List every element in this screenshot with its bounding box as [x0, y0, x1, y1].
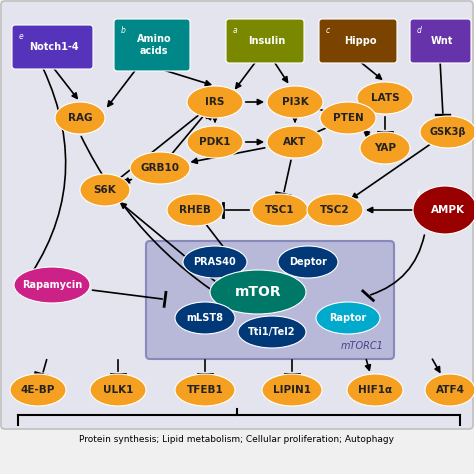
Ellipse shape — [55, 102, 105, 134]
FancyBboxPatch shape — [12, 25, 93, 69]
Text: ATF4: ATF4 — [436, 385, 465, 395]
Text: ULK1: ULK1 — [103, 385, 133, 395]
Text: Tti1/Tel2: Tti1/Tel2 — [248, 327, 296, 337]
Text: PTEN: PTEN — [333, 113, 364, 123]
Ellipse shape — [347, 374, 403, 406]
Ellipse shape — [167, 194, 223, 226]
Text: PI3K: PI3K — [282, 97, 309, 107]
Text: PRAS40: PRAS40 — [193, 257, 237, 267]
Text: d: d — [417, 26, 422, 35]
Ellipse shape — [10, 374, 66, 406]
Ellipse shape — [80, 174, 130, 206]
Text: TSC2: TSC2 — [320, 205, 350, 215]
Ellipse shape — [210, 270, 306, 314]
Ellipse shape — [187, 86, 243, 118]
Ellipse shape — [267, 126, 323, 158]
Text: Protein synthesis; Lipid metabolism; Cellular proliferation; Autophagy: Protein synthesis; Lipid metabolism; Cel… — [80, 435, 394, 444]
FancyBboxPatch shape — [114, 19, 190, 71]
Text: TSC1: TSC1 — [265, 205, 295, 215]
Text: AKT: AKT — [283, 137, 307, 147]
Text: TFEB1: TFEB1 — [187, 385, 223, 395]
Ellipse shape — [307, 194, 363, 226]
Text: Wnt: Wnt — [431, 36, 453, 46]
Ellipse shape — [360, 132, 410, 164]
Text: YAP: YAP — [374, 143, 396, 153]
Ellipse shape — [175, 374, 235, 406]
Ellipse shape — [420, 116, 474, 148]
Ellipse shape — [14, 267, 90, 303]
Ellipse shape — [183, 246, 247, 278]
Text: a: a — [233, 26, 237, 35]
Text: f: f — [416, 190, 419, 199]
Ellipse shape — [425, 374, 474, 406]
Text: LATS: LATS — [371, 93, 399, 103]
Text: LIPIN1: LIPIN1 — [273, 385, 311, 395]
Ellipse shape — [320, 102, 376, 134]
Text: S6K: S6K — [94, 185, 117, 195]
Ellipse shape — [175, 302, 235, 334]
Text: RAG: RAG — [68, 113, 92, 123]
FancyBboxPatch shape — [1, 1, 473, 429]
Text: RHEB: RHEB — [179, 205, 211, 215]
Ellipse shape — [413, 186, 474, 234]
Text: Raptor: Raptor — [329, 313, 366, 323]
Text: Deptor: Deptor — [289, 257, 327, 267]
Ellipse shape — [90, 374, 146, 406]
Text: b: b — [121, 26, 126, 35]
FancyBboxPatch shape — [319, 19, 397, 63]
Text: IRS: IRS — [205, 97, 225, 107]
Ellipse shape — [357, 82, 413, 114]
Ellipse shape — [278, 246, 338, 278]
Text: Insulin: Insulin — [248, 36, 286, 46]
Text: HIF1α: HIF1α — [358, 385, 392, 395]
Text: c: c — [326, 26, 330, 35]
Text: Hippo: Hippo — [344, 36, 376, 46]
Ellipse shape — [252, 194, 308, 226]
Text: 4E-BP: 4E-BP — [21, 385, 55, 395]
FancyBboxPatch shape — [226, 19, 304, 63]
Text: e: e — [19, 32, 24, 41]
Text: Notch1-4: Notch1-4 — [29, 42, 79, 52]
Text: GRB10: GRB10 — [140, 163, 180, 173]
Text: Amino
acids: Amino acids — [137, 34, 171, 56]
FancyBboxPatch shape — [410, 19, 471, 63]
Ellipse shape — [238, 316, 306, 348]
Text: mTOR: mTOR — [235, 285, 281, 299]
Text: Rapamycin: Rapamycin — [22, 280, 82, 290]
Ellipse shape — [187, 126, 243, 158]
Text: GSK3β: GSK3β — [430, 127, 466, 137]
Ellipse shape — [267, 86, 323, 118]
Text: PDK1: PDK1 — [199, 137, 231, 147]
Text: AMPK: AMPK — [431, 205, 465, 215]
Ellipse shape — [316, 302, 380, 334]
FancyBboxPatch shape — [146, 241, 394, 359]
Ellipse shape — [262, 374, 322, 406]
Text: mLST8: mLST8 — [186, 313, 224, 323]
Text: mTORC1: mTORC1 — [341, 341, 384, 351]
Ellipse shape — [130, 152, 190, 184]
